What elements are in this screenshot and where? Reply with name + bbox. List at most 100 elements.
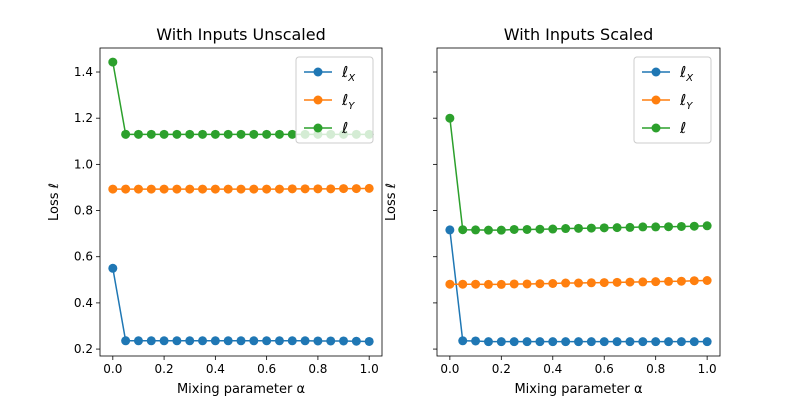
data-point	[483, 279, 493, 289]
data-point	[586, 337, 596, 347]
data-point	[121, 129, 131, 139]
data-point	[625, 222, 635, 232]
data-point	[522, 224, 532, 234]
data-point	[274, 336, 284, 346]
data-point	[625, 277, 635, 287]
data-point	[223, 129, 233, 139]
data-point	[548, 279, 558, 289]
data-point	[146, 184, 156, 194]
data-point	[509, 337, 519, 347]
y-tick-label: 1.2	[74, 111, 93, 125]
data-point	[172, 184, 182, 194]
data-point	[287, 336, 297, 346]
data-point	[664, 276, 674, 286]
series-1	[108, 183, 374, 194]
data-point	[689, 276, 699, 286]
data-point	[471, 279, 481, 289]
legend-box	[633, 56, 712, 144]
legend-label: ℓ	[341, 119, 348, 137]
chart-title: With Inputs Unscaled	[156, 25, 326, 44]
data-point	[185, 184, 195, 194]
y-tick-label: 0.4	[74, 296, 93, 310]
data-point	[599, 337, 609, 347]
data-point	[612, 223, 622, 233]
subplot-1: With Inputs Scaled 0.0 0.2 0.4 0.6 0.8 1.0 Mixi…	[384, 25, 721, 397]
axes-frame	[99, 47, 383, 357]
data-point	[210, 184, 220, 194]
data-point	[274, 129, 284, 139]
data-point	[133, 184, 143, 194]
data-point	[262, 184, 272, 194]
legend-subscript: X	[347, 73, 356, 84]
data-point	[236, 129, 246, 139]
data-point	[326, 184, 336, 194]
data-point	[262, 129, 272, 139]
data-point	[133, 129, 143, 139]
legend-box	[295, 56, 374, 144]
data-point	[159, 129, 169, 139]
data-point	[535, 337, 545, 347]
data-point	[198, 184, 208, 194]
data-point	[574, 337, 583, 347]
data-point	[249, 336, 259, 346]
data-point	[612, 337, 622, 347]
x-tick-label: 0.8	[308, 362, 327, 376]
legend-marker	[313, 123, 323, 133]
data-point	[198, 336, 208, 346]
chart-title: With Inputs Scaled	[504, 25, 653, 44]
data-point	[625, 337, 635, 347]
y-tick-label: 0.8	[74, 204, 93, 218]
data-point	[548, 224, 558, 234]
data-point	[364, 183, 374, 193]
data-point	[121, 336, 131, 346]
legend-label: ℓ	[679, 119, 686, 137]
data-point	[445, 279, 455, 289]
data-point	[638, 222, 648, 232]
legend-subscript: Y	[348, 101, 355, 112]
data-point	[651, 337, 661, 347]
data-point	[702, 221, 712, 231]
data-point	[210, 129, 220, 139]
axes-frame	[436, 47, 721, 357]
x-tick-label: 0.4	[543, 362, 562, 376]
legend-marker	[651, 95, 661, 105]
data-point	[313, 336, 323, 346]
data-point	[274, 184, 284, 194]
data-point	[612, 277, 622, 287]
data-point	[458, 225, 468, 235]
data-point	[689, 221, 699, 231]
legend-subscript: X	[685, 73, 694, 84]
data-point	[561, 337, 571, 347]
series-0	[445, 225, 712, 347]
data-point	[287, 129, 297, 139]
data-point	[210, 336, 220, 346]
data-point	[172, 129, 182, 139]
data-point	[108, 263, 118, 273]
data-point	[522, 279, 532, 289]
x-tick-label: 0.6	[595, 362, 614, 376]
data-point	[496, 225, 506, 235]
x-tick-label: 0.0	[440, 362, 459, 376]
data-point	[146, 129, 156, 139]
y-tick-label: 1.4	[74, 65, 93, 79]
data-point	[339, 184, 349, 194]
x-tick-label: 1.0	[360, 362, 379, 376]
data-point	[548, 337, 558, 347]
series-line	[112, 268, 370, 343]
data-point	[599, 223, 609, 233]
data-point	[236, 336, 246, 346]
data-point	[236, 184, 246, 194]
data-point	[108, 184, 118, 194]
y-tick-label: 0.6	[74, 250, 93, 264]
x-tick-label: 0.6	[257, 362, 276, 376]
data-point	[458, 279, 468, 289]
x-tick-label: 0.2	[492, 362, 511, 376]
legend-marker	[313, 95, 323, 105]
x-axis-label: Mixing parameter α	[514, 382, 642, 397]
legend-marker	[651, 67, 661, 77]
data-point	[702, 276, 712, 286]
data-point	[651, 277, 661, 287]
